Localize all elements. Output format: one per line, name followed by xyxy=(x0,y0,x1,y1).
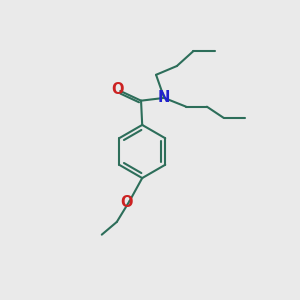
Text: O: O xyxy=(111,82,123,97)
Text: O: O xyxy=(121,195,133,210)
Text: N: N xyxy=(158,90,170,105)
